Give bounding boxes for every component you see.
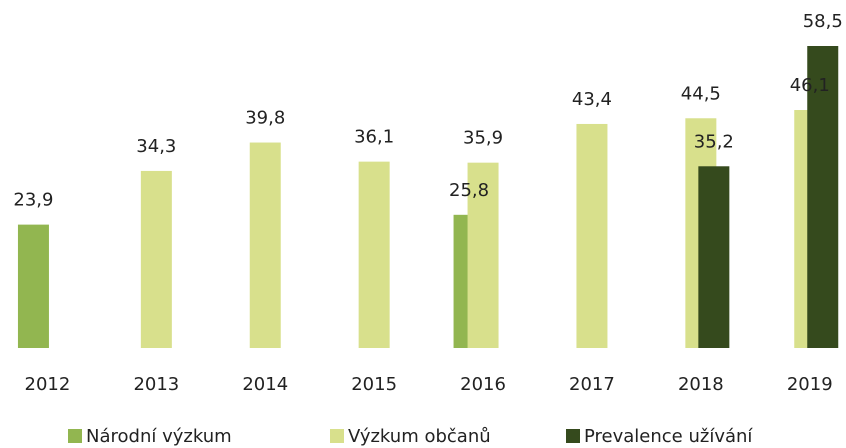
legend-swatch: [68, 429, 82, 443]
x-tick-label: 2016: [460, 374, 506, 395]
legend-swatch: [330, 429, 344, 443]
data-label: 25,8: [449, 180, 489, 201]
bar: [140, 170, 172, 348]
data-label: 46,1: [790, 75, 830, 96]
x-tick-label: 2018: [678, 374, 724, 395]
x-tick-label: 2012: [25, 374, 71, 395]
data-label: 58,5: [803, 11, 843, 32]
bar: [807, 46, 839, 348]
data-label: 34,3: [136, 136, 176, 157]
data-label: 39,8: [245, 108, 285, 129]
bar: [249, 142, 281, 348]
data-label: 43,4: [572, 89, 612, 110]
data-label: 44,5: [681, 83, 721, 104]
data-label: 35,2: [694, 131, 734, 152]
bar: [698, 166, 730, 348]
legend-label: Výzkum občanů: [348, 426, 491, 447]
data-label: 35,9: [463, 128, 503, 149]
x-tick-label: 2017: [569, 374, 615, 395]
x-tick-label: 2014: [242, 374, 288, 395]
x-tick-label: 2019: [787, 374, 833, 395]
data-label: 36,1: [354, 127, 394, 148]
bar: [17, 224, 49, 348]
bar: [467, 162, 499, 348]
bar: [576, 123, 608, 348]
legend-label: Národní výzkum: [86, 426, 232, 447]
x-tick-label: 2013: [133, 374, 179, 395]
data-label: 23,9: [13, 190, 53, 211]
legend-swatch: [566, 429, 580, 443]
legend-label: Prevalence užívání: [584, 426, 753, 447]
x-tick-label: 2015: [351, 374, 397, 395]
bar: [358, 161, 390, 348]
